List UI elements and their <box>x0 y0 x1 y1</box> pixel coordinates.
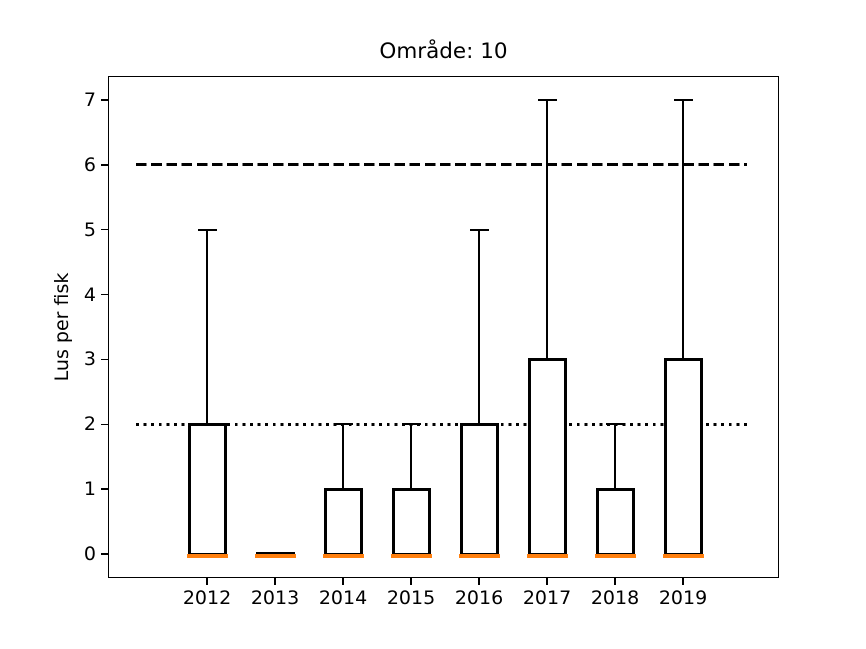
box-2013 <box>255 552 295 556</box>
x-tick-mark <box>614 578 616 585</box>
whisker-cap-2012 <box>197 228 217 231</box>
whisker-cap-2016 <box>469 228 489 231</box>
median-line-2013 <box>254 554 296 558</box>
x-tick-label: 2012 <box>182 587 232 609</box>
y-tick-label: 2 <box>83 413 96 436</box>
y-tick-label: 0 <box>83 543 96 565</box>
x-tick-label: 2017 <box>522 587 572 609</box>
x-tick-mark <box>682 578 684 585</box>
median-line-2018 <box>594 554 636 558</box>
x-tick-label: 2018 <box>590 587 640 609</box>
dotted-reference-line <box>136 422 747 426</box>
box-2016 <box>459 422 499 556</box>
whisker-cap-2015 <box>401 423 421 426</box>
x-tick-mark <box>342 578 344 585</box>
whisker-2012 <box>206 229 208 425</box>
whisker-cap-2019 <box>673 99 693 101</box>
whisker-cap-2017 <box>537 99 557 101</box>
box-2014 <box>323 487 363 556</box>
y-tick-label: 4 <box>83 283 96 306</box>
median-line-2015 <box>390 554 432 558</box>
whisker-2015 <box>410 424 412 490</box>
y-tick-mark <box>101 228 108 231</box>
whisker-2019 <box>682 100 684 360</box>
chart-title: Område: 10 <box>379 39 508 64</box>
whisker-cap-2014 <box>333 423 353 426</box>
x-tick-mark <box>546 578 548 585</box>
y-tick-mark <box>101 488 108 490</box>
dashed-reference-line <box>136 163 747 167</box>
y-tick-mark <box>101 553 108 555</box>
x-tick-label: 2014 <box>318 587 368 609</box>
x-tick-label: 2015 <box>386 587 436 609</box>
whisker-2017 <box>546 100 548 360</box>
y-tick-label: 6 <box>83 153 96 176</box>
median-line-2019 <box>662 554 704 558</box>
whisker-2018 <box>614 424 616 490</box>
x-tick-label: 2019 <box>658 587 708 609</box>
x-tick-mark <box>478 578 480 585</box>
x-tick-mark <box>410 578 412 585</box>
box-2015 <box>391 487 431 556</box>
median-line-2016 <box>458 554 500 558</box>
box-2017 <box>527 357 567 556</box>
whisker-2016 <box>478 229 480 425</box>
median-line-2012 <box>186 554 228 558</box>
x-tick-mark <box>274 578 276 585</box>
y-tick-mark <box>101 358 108 361</box>
box-2012 <box>187 422 227 556</box>
y-tick-mark <box>101 293 108 296</box>
whisker-2014 <box>342 424 344 490</box>
box-2019 <box>663 357 703 556</box>
y-tick-label: 7 <box>83 89 96 111</box>
y-tick-label: 1 <box>83 478 96 501</box>
y-tick-label: 3 <box>83 348 96 371</box>
whisker-cap-2018 <box>605 423 625 426</box>
y-tick-mark <box>101 164 108 166</box>
y-tick-label: 5 <box>83 218 96 241</box>
x-tick-label: 2016 <box>454 587 504 609</box>
y-tick-mark <box>101 99 108 101</box>
median-line-2017 <box>526 554 568 558</box>
x-tick-mark <box>206 578 208 585</box>
box-2018 <box>595 487 635 556</box>
x-tick-label: 2013 <box>250 587 300 609</box>
y-tick-mark <box>101 423 108 426</box>
median-line-2014 <box>322 554 364 558</box>
